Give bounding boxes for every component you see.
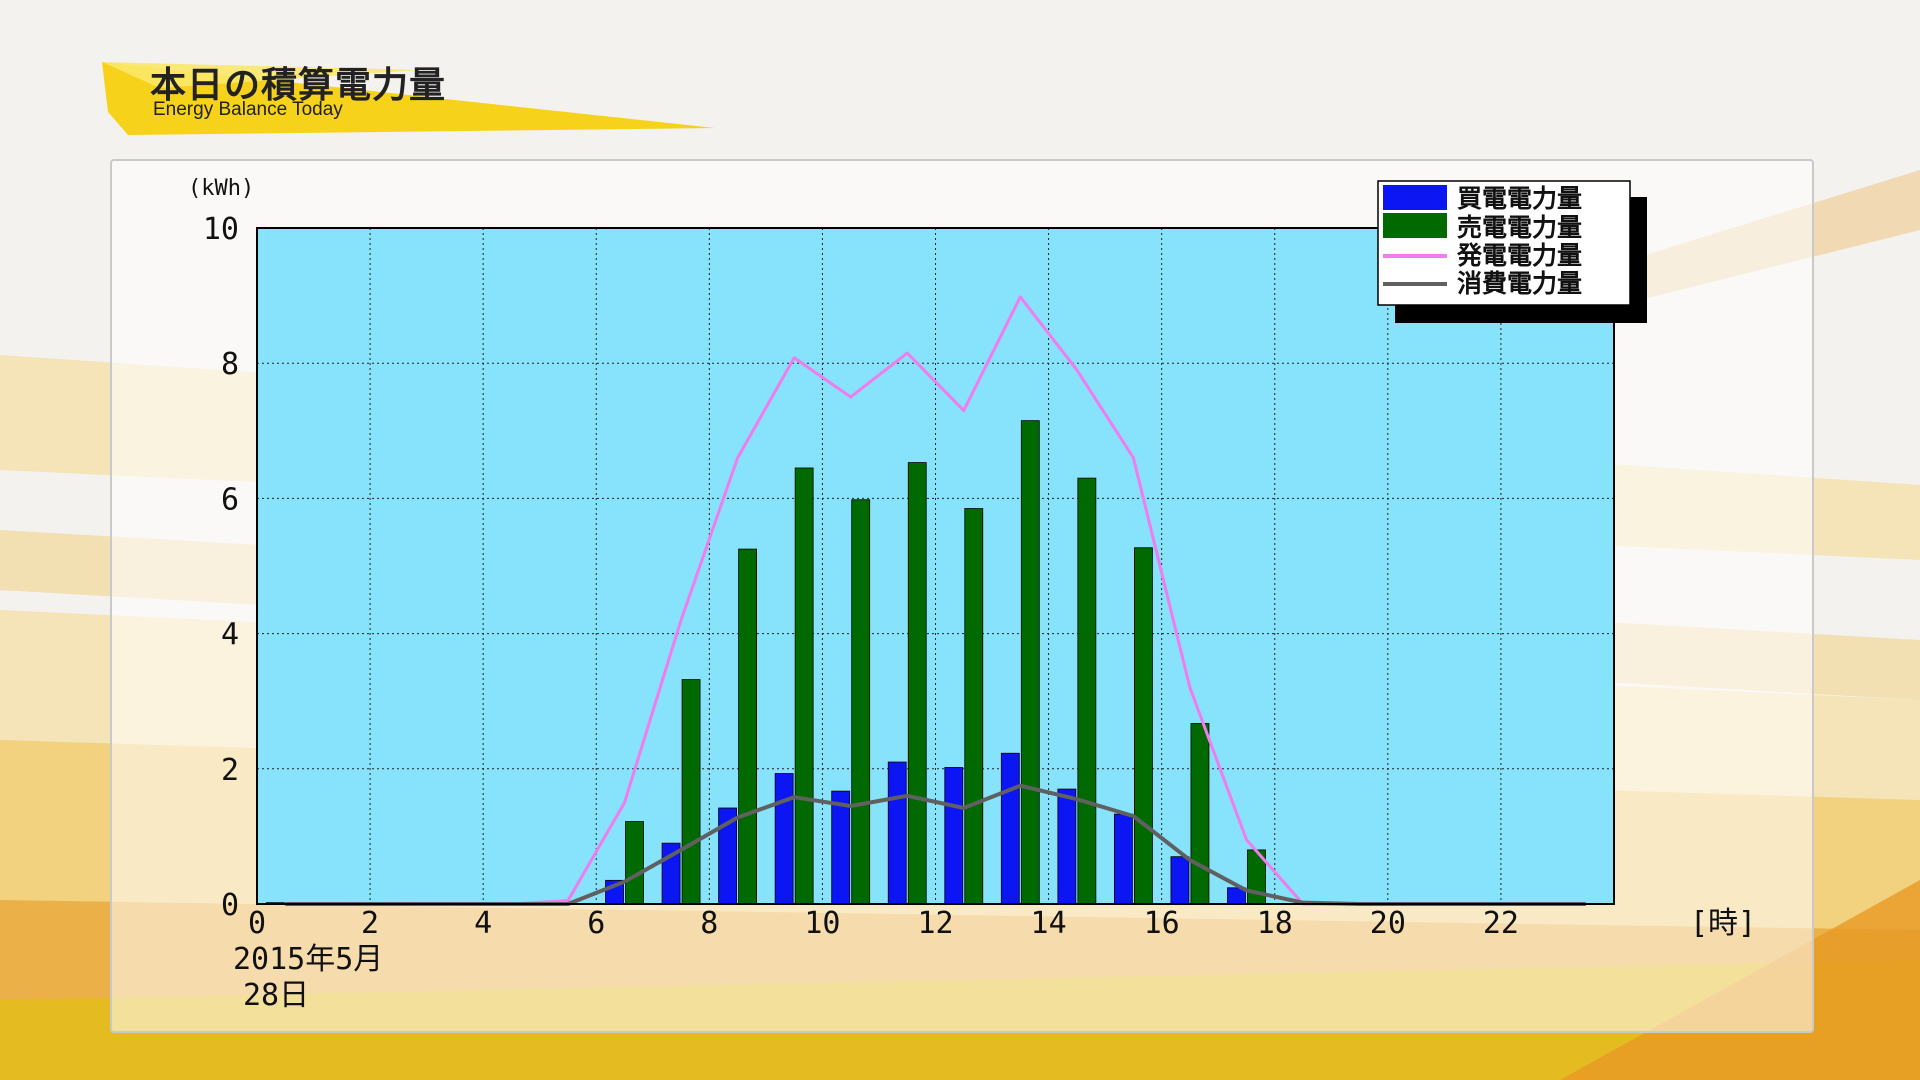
legend-label-consumption: 消費電力量 [1457,269,1582,298]
bar-sell [1133,547,1153,905]
legend-swatch-sell [1383,213,1447,238]
x-tick-label: 4 [474,906,492,941]
bar-sell [1020,420,1040,905]
bar-buy [1170,856,1190,905]
x-tick-labels: 0 2 4 6 8 10 12 14 16 18 20 22 [248,906,1519,941]
y-tick-label: 8 [221,347,239,382]
legend-label-sell: 売電電力量 [1457,213,1582,242]
bar-sell [851,499,871,905]
x-tick-label: 16 [1144,906,1180,941]
y-tick-label: 10 [203,212,239,247]
x-tick-label: 18 [1257,906,1293,941]
bar-buy [944,767,964,905]
y-tick-label: 4 [221,618,239,653]
bar-sell [738,548,758,905]
x-axis-label: [時] [1690,906,1756,941]
y-tick-label: 2 [221,753,239,788]
legend-label-buy: 買電電力量 [1457,184,1582,213]
bar-buy [1113,813,1133,905]
grid-lines [257,228,1614,904]
bar-buy [1000,752,1020,905]
bar-buy [1057,788,1077,905]
bar-sell [681,679,701,905]
x-tick-label: 14 [1031,906,1067,941]
bar-sell [1077,477,1097,905]
y-tick-label: 6 [221,482,239,517]
x-tick-label: 6 [587,906,605,941]
legend-swatch-buy [1383,185,1447,210]
x-tick-label: 0 [248,906,266,941]
bar-sell [794,467,814,905]
bar-buy [887,761,907,905]
page-subtitle: Energy Balance Today [153,99,343,120]
plot-area [257,228,1614,904]
legend: 買電電力量 売電電力量 発電電力量 消費電力量 [1377,180,1647,323]
bar-sell [625,821,644,905]
date-line-2: 28日 [243,978,309,1013]
x-tick-label: 2 [361,906,379,941]
y-tick-label: 0 [221,888,239,923]
x-tick-label: 10 [804,906,840,941]
x-tick-label: 20 [1370,906,1406,941]
bar-sell [1190,723,1210,905]
bar-sell [907,462,927,905]
header: 本日の積算電力量 Energy Balance Today [0,0,760,150]
legend-label-generation: 発電電力量 [1456,241,1582,270]
header-ribbon [102,62,715,135]
bar-sell [964,508,984,905]
y-unit-label: (kWh) [188,176,254,201]
bar-buy [774,773,794,905]
plot-frame [256,227,1615,905]
y-tick-labels: 0 2 4 6 8 10 [203,212,239,923]
x-tick-label: 12 [917,906,953,941]
page-title: 本日の積算電力量 [150,65,447,106]
x-tick-label: 8 [700,906,718,941]
x-tick-label: 22 [1483,906,1519,941]
date-line-1: 2015年5月 [233,942,383,977]
bar-buy [831,790,851,905]
